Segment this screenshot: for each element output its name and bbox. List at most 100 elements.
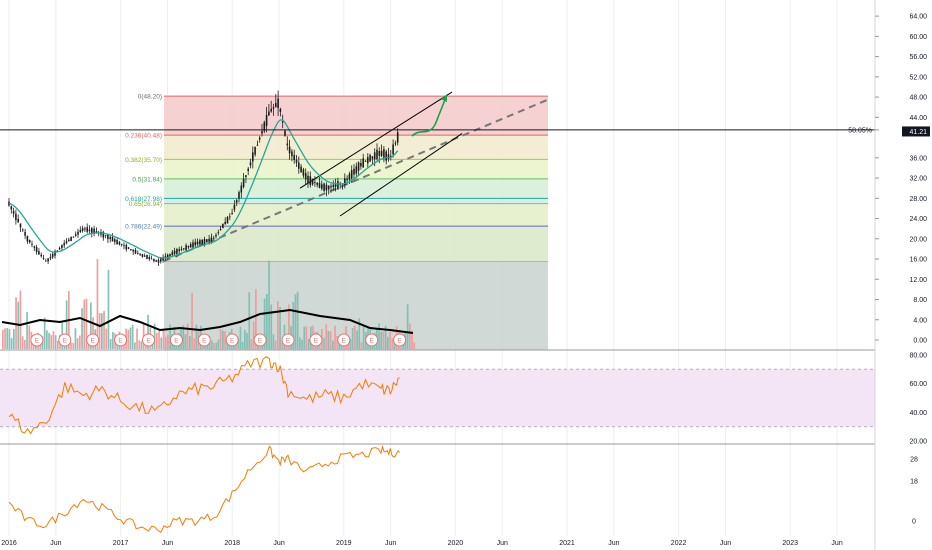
candle-body — [396, 132, 399, 143]
candle-body — [63, 243, 65, 246]
candle-body — [47, 258, 49, 262]
candle-body — [111, 236, 114, 242]
volume-bar — [98, 313, 101, 349]
channel-upper-line[interactable] — [299, 91, 453, 189]
earnings-marker-label: E — [202, 338, 207, 345]
candle-body — [95, 231, 98, 233]
candle-body — [10, 206, 13, 210]
trendlines[interactable] — [163, 91, 549, 262]
earnings-marker[interactable] — [337, 333, 351, 347]
price-overlay: 58.05% — [0, 94, 875, 137]
volume-bar — [277, 301, 279, 349]
candle-body — [265, 115, 268, 126]
candle-body — [249, 162, 252, 166]
candle-body — [118, 242, 121, 245]
candle-body — [215, 234, 217, 237]
volume-bar — [131, 324, 134, 349]
candle-body — [45, 260, 47, 262]
volume-bar — [382, 331, 385, 349]
time-axis-label: 2017 — [113, 540, 129, 547]
indicator-axis-label: 18 — [910, 479, 918, 486]
earnings-marker[interactable] — [86, 333, 100, 347]
volume-bar — [186, 323, 189, 349]
earnings-marker[interactable] — [309, 333, 323, 347]
volume-bar — [266, 293, 268, 349]
earnings-marker[interactable] — [365, 333, 379, 347]
indicator-axis-label: 28 — [910, 457, 918, 464]
ema-line — [8, 119, 399, 259]
volume-bar — [107, 269, 110, 349]
price-axis-label: 24.00 — [909, 216, 927, 223]
price-axis-label: 64.00 — [909, 14, 927, 21]
candle-body — [185, 245, 187, 251]
candle-body — [367, 157, 369, 164]
candle-body — [295, 160, 298, 163]
candle-body — [22, 229, 24, 231]
dashed-trendline[interactable] — [163, 98, 549, 262]
price-axis-label: 44.00 — [909, 115, 927, 122]
time-axis-label: Jun — [497, 540, 508, 547]
last-price-badge[interactable] — [902, 126, 930, 137]
volume-bar — [270, 304, 273, 349]
earnings-marker[interactable] — [281, 333, 295, 347]
volume-bar — [299, 337, 301, 349]
volume-bar — [292, 302, 295, 349]
indicator-line — [8, 444, 400, 534]
candle-body — [102, 231, 105, 238]
candle-body — [272, 107, 275, 109]
fibonacci-retracement[interactable]: 0(48.20) 0.236(40.48) 0.382(35.70) 0.5(31.8… — [125, 94, 548, 350]
volume-bar — [83, 299, 86, 349]
rsi-band — [0, 369, 875, 427]
candle-body — [268, 111, 270, 116]
volume-bar — [294, 294, 297, 349]
volume-bar — [92, 317, 94, 349]
volume-bar — [358, 318, 361, 349]
candle-body — [35, 247, 38, 252]
volume-bar — [279, 306, 281, 349]
earnings-marker[interactable] — [169, 333, 183, 347]
earnings-marker[interactable] — [142, 333, 155, 347]
volume-bar — [413, 342, 416, 349]
earnings-marker[interactable] — [253, 333, 267, 347]
fib-level-label: 0.5(31.84) — [132, 176, 162, 183]
earnings-marker[interactable] — [225, 333, 239, 347]
volume-bar — [74, 328, 77, 349]
volume-bar — [167, 334, 169, 349]
earnings-marker[interactable] — [197, 333, 211, 347]
channel-lower-line[interactable] — [339, 133, 463, 217]
candle-body — [203, 239, 206, 245]
projection-arrow[interactable] — [411, 96, 447, 137]
candle-body — [332, 184, 335, 187]
earnings-marker-label: E — [63, 338, 68, 345]
volume-bar — [406, 304, 409, 349]
candle-body — [33, 246, 36, 248]
candle-body — [127, 247, 130, 249]
volume-bar — [384, 325, 387, 349]
volume-bar — [13, 329, 15, 349]
candle-body — [373, 152, 376, 160]
candle-body — [58, 248, 61, 250]
indicator-pane[interactable] — [8, 444, 400, 534]
earnings-marker-label: E — [146, 338, 151, 345]
volume-bar — [81, 308, 83, 349]
time-axis[interactable]: 2016 Jun 2017 Jun 2018 Jun 2019 Jun 2020 Jun 2021 J… — [1, 540, 843, 547]
earnings-marker[interactable] — [393, 333, 407, 347]
earnings-marker[interactable] — [30, 333, 44, 347]
candle-body — [187, 246, 190, 248]
rsi-pane[interactable] — [0, 356, 875, 435]
volume-bar — [156, 332, 158, 349]
earnings-marker[interactable] — [114, 333, 128, 347]
price-axis[interactable]: 64.0060.0056.0052.0048.0044.0041.5236.00… — [875, 14, 930, 526]
candle-body — [125, 244, 128, 250]
earnings-marker[interactable] — [58, 333, 72, 347]
candle-body — [166, 254, 169, 258]
candle-body — [49, 256, 52, 259]
candle-body — [284, 130, 286, 136]
candle-body — [286, 143, 289, 146]
volume-bar — [351, 327, 354, 349]
volume-bar — [389, 331, 391, 349]
price-pane[interactable]: 0(48.20) 0.236(40.48) 0.382(35.70) 0.5(31.8… — [0, 90, 875, 350]
candle-body — [206, 239, 208, 243]
